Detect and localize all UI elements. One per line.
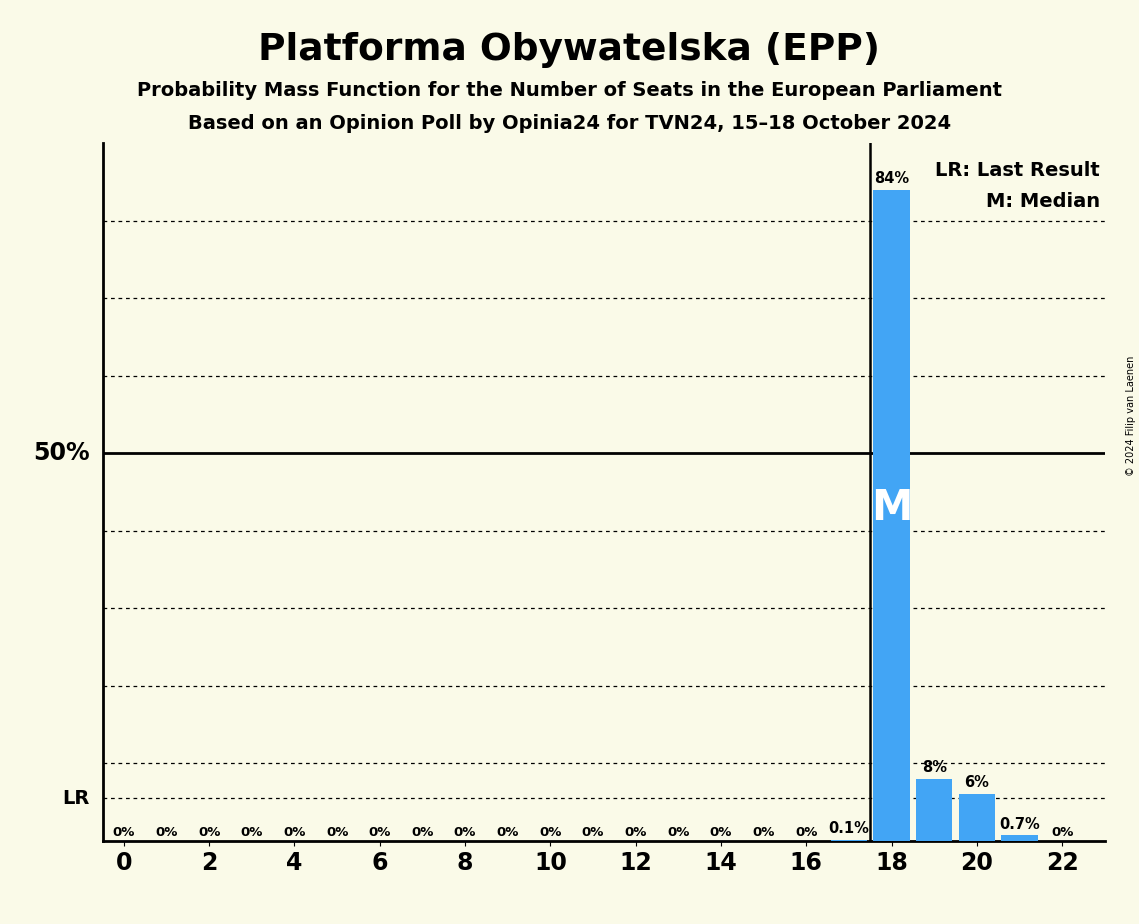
Text: 0%: 0% xyxy=(284,825,305,838)
Text: 0%: 0% xyxy=(624,825,647,838)
Text: 0.7%: 0.7% xyxy=(999,817,1040,832)
Text: 0%: 0% xyxy=(198,825,220,838)
Text: 84%: 84% xyxy=(874,171,909,186)
Text: 0%: 0% xyxy=(1051,825,1073,838)
Text: 0.1%: 0.1% xyxy=(828,821,869,836)
Text: 0%: 0% xyxy=(369,825,391,838)
Text: 6%: 6% xyxy=(965,775,990,790)
Text: M: Median: M: Median xyxy=(985,192,1100,211)
Text: LR: LR xyxy=(63,789,90,808)
Text: 0%: 0% xyxy=(155,825,178,838)
Text: 8%: 8% xyxy=(921,760,947,775)
Text: 0%: 0% xyxy=(539,825,562,838)
Text: © 2024 Filip van Laenen: © 2024 Filip van Laenen xyxy=(1126,356,1136,476)
Text: 0%: 0% xyxy=(710,825,732,838)
Bar xyxy=(1001,835,1038,841)
Text: 0%: 0% xyxy=(667,825,689,838)
Text: Platforma Obywatelska (EPP): Platforma Obywatelska (EPP) xyxy=(259,32,880,68)
Text: 0%: 0% xyxy=(497,825,519,838)
Text: 0%: 0% xyxy=(326,825,349,838)
Text: 0%: 0% xyxy=(113,825,136,838)
Text: M: M xyxy=(871,487,912,529)
Text: 0%: 0% xyxy=(582,825,604,838)
Text: 50%: 50% xyxy=(33,442,90,466)
Text: 0%: 0% xyxy=(453,825,476,838)
Bar xyxy=(916,779,952,841)
Bar xyxy=(874,189,910,841)
Bar xyxy=(959,795,995,841)
Text: 0%: 0% xyxy=(240,825,263,838)
Text: 0%: 0% xyxy=(795,825,818,838)
Text: 0%: 0% xyxy=(411,825,434,838)
Text: 0%: 0% xyxy=(753,825,775,838)
Text: Probability Mass Function for the Number of Seats in the European Parliament: Probability Mass Function for the Number… xyxy=(137,81,1002,101)
Text: LR: Last Result: LR: Last Result xyxy=(935,161,1100,179)
Text: Based on an Opinion Poll by Opinia24 for TVN24, 15–18 October 2024: Based on an Opinion Poll by Opinia24 for… xyxy=(188,114,951,133)
